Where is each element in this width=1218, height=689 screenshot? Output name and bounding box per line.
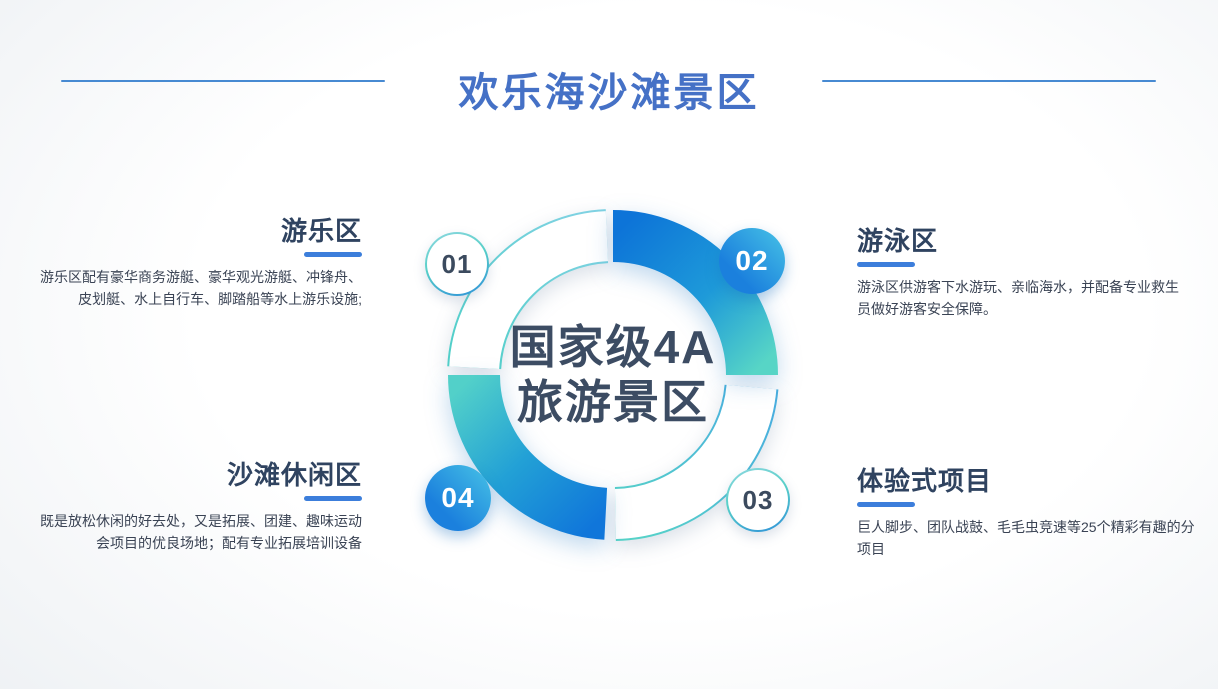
section-heading: 游泳区 (857, 226, 939, 256)
section-heading: 游乐区 (280, 216, 362, 246)
heading-underline (304, 252, 362, 257)
heading-underline (304, 496, 362, 501)
section-heading: 沙滩休闲区 (226, 460, 362, 490)
badge-02: 02 (719, 228, 785, 294)
donut-diagram: 国家级4A 旅游景区 01 02 03 04 (413, 175, 813, 575)
ring-segment-bottom-left-gradient (448, 374, 608, 540)
section-body: 巨人脚步、团队战鼓、毛毛虫竞速等25个精彩有趣的分项目 (857, 519, 1195, 557)
section-amusement-area: 游乐区 游乐区配有豪华商务游艇、豪华观光游艇、冲锋舟、皮划艇、水上自行车、脚踏船… (36, 216, 362, 310)
section-experiential-projects: 体验式项目 巨人脚步、团队战鼓、毛毛虫竞速等25个精彩有趣的分项目 (857, 466, 1195, 560)
title-divider-right (822, 80, 1156, 82)
donut-ring (447, 209, 779, 541)
center-label-line2: 旅游景区 (517, 376, 709, 428)
ring-segment-top-left (449, 211, 609, 370)
ring-segment-top-right-gradient (612, 210, 778, 376)
badge-02-number: 02 (735, 245, 769, 276)
title-divider-left (61, 80, 385, 82)
heading-underline (857, 262, 915, 267)
ring-segment-bottom-right (614, 384, 777, 539)
section-heading: 体验式项目 (857, 466, 993, 496)
section-body: 游泳区供游客下水游玩、亲临海水，并配备专业救生员做好游客安全保障。 (857, 279, 1179, 317)
badge-04: 04 (425, 465, 491, 531)
section-swimming-area: 游泳区 游泳区供游客下水游玩、亲临海水，并配备专业救生员做好游客安全保障。 (857, 226, 1192, 320)
heading-underline (857, 502, 915, 507)
badge-03-number: 03 (742, 484, 774, 515)
section-beach-leisure-area: 沙滩休闲区 既是放松休闲的好去处，又是拓展、团建、趣味运动会项目的优良场地；配有… (36, 460, 362, 554)
slide-title: 欢乐海沙滩景区 (458, 71, 760, 115)
section-body: 既是放松休闲的好去处，又是拓展、团建、趣味运动会项目的优良场地；配有专业拓展培训… (40, 513, 362, 551)
center-label: 国家级4A 旅游景区 (413, 175, 813, 575)
badge-04-number: 04 (441, 482, 475, 513)
badge-01: 01 (425, 232, 489, 296)
section-body: 游乐区配有豪华商务游艇、豪华观光游艇、冲锋舟、皮划艇、水上自行车、脚踏船等水上游… (40, 269, 362, 307)
badge-03: 03 (726, 468, 790, 532)
badge-01-number: 01 (441, 248, 473, 279)
center-label-line1: 国家级4A (509, 320, 717, 373)
